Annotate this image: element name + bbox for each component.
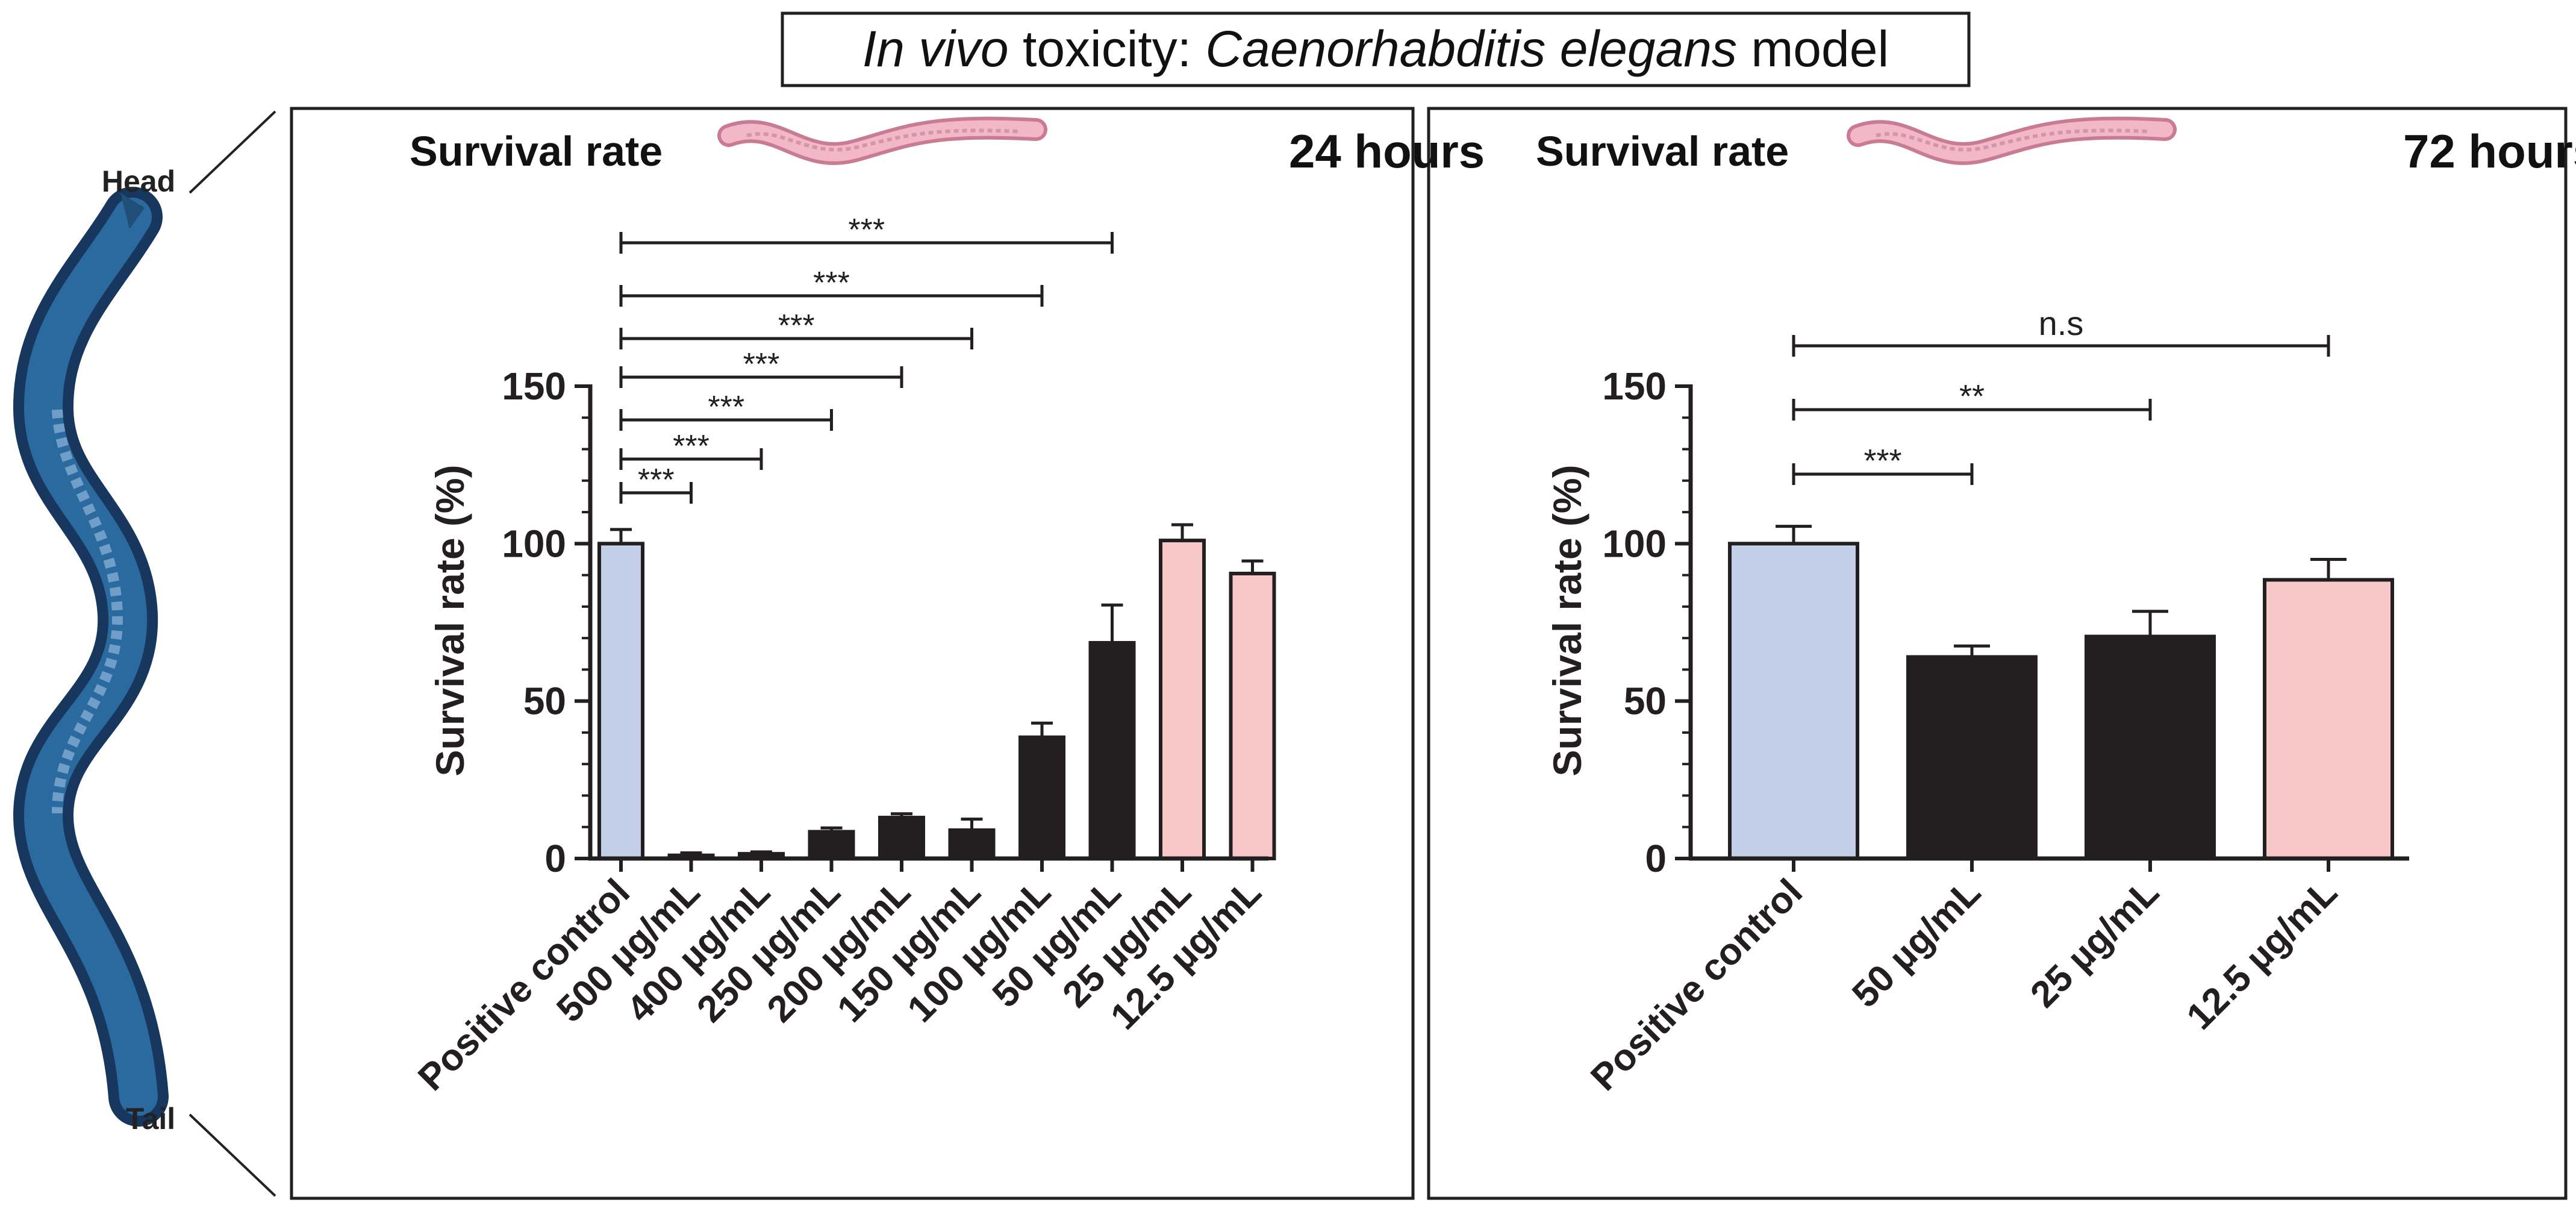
significance-label: ***	[743, 347, 780, 382]
panel-72h-time: 72 hours	[2403, 125, 2576, 178]
significance-label: **	[1959, 378, 1985, 414]
worm-icon-24h	[717, 116, 1047, 165]
bar	[1159, 539, 1206, 860]
significance-label: ***	[813, 266, 850, 301]
bar	[1088, 640, 1136, 861]
panel-72h-frame	[1427, 107, 2568, 1200]
y-axis-label: Survival rate (%)	[1545, 464, 1589, 776]
bar	[948, 828, 996, 860]
bar	[2263, 578, 2394, 860]
worm-head-tip	[120, 193, 145, 229]
bar	[2085, 634, 2216, 861]
worm-body-inner	[23, 198, 158, 1116]
figure-title-italic-2: Caenorhabditis elegans	[1205, 20, 1737, 77]
bar	[597, 542, 644, 860]
figure-title-italic-1: In vivo	[862, 20, 1009, 77]
bar	[1018, 735, 1065, 860]
figure-title-normal-1: toxicity:	[1009, 20, 1206, 77]
bar	[1728, 542, 1859, 860]
significance-label: ***	[778, 308, 815, 343]
panel-72h-title: Survival rate	[1536, 128, 1789, 175]
panel-24h-title: Survival rate	[410, 128, 663, 175]
y-axis-label: Survival rate (%)	[428, 464, 472, 776]
significance-label: ***	[848, 213, 885, 248]
y-tick-label: 150	[502, 364, 566, 408]
x-category-label: Positive control	[1583, 871, 1810, 1099]
figure-title-normal-2: model	[1737, 20, 1889, 77]
y-tick-label: 0	[544, 837, 566, 880]
figure-title-box	[781, 11, 1971, 87]
y-tick-label: 100	[1602, 522, 1667, 565]
significance-label: ***	[708, 390, 744, 425]
x-category-label: 50 µg/mL	[1844, 871, 1989, 1016]
bar	[878, 816, 925, 861]
panel-24h-frame	[290, 107, 1415, 1200]
x-category-label: 12.5 µg/mL	[2179, 871, 2345, 1037]
y-tick-label: 150	[1602, 364, 1667, 408]
zoom-line-bottom	[189, 1113, 276, 1197]
bar	[808, 830, 855, 861]
bar	[1906, 655, 2038, 860]
worm-tail-label: Tail	[126, 1102, 175, 1136]
y-tick-label: 50	[1624, 680, 1667, 723]
figure-title: In vivo toxicity: Caenorhabditis elegans…	[862, 20, 1889, 77]
x-category-label: 25 µg/mL	[2022, 871, 2167, 1016]
y-tick-label: 50	[523, 680, 566, 723]
y-tick-label: 0	[1645, 837, 1667, 880]
significance-label: ***	[1863, 443, 1901, 479]
zoom-line-top	[189, 110, 276, 194]
panel-24h-time: 24 hours	[1289, 125, 1485, 178]
bar	[1229, 571, 1276, 861]
worm-head-label: Head	[102, 164, 175, 198]
significance-label: ***	[638, 463, 675, 498]
worm-gut	[52, 409, 123, 814]
significance-label: n.s	[2039, 304, 2084, 342]
y-tick-label: 100	[502, 522, 566, 565]
worm-icon-72h	[1847, 116, 2177, 165]
worm-illustration: Head Tail	[13, 110, 276, 1197]
significance-label: ***	[673, 429, 709, 464]
chart-72h: 0 50 100 150 Survival rate (%) Positive contr…	[1545, 304, 2409, 1099]
